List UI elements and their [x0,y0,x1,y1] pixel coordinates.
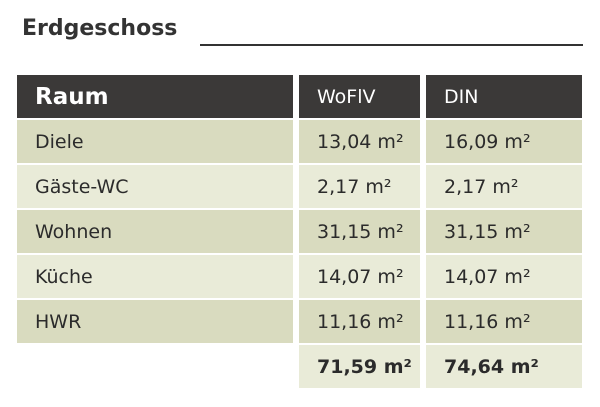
area-cell: 16,09 m² [426,120,582,163]
room-cell: Wohnen [17,210,293,253]
area-cell: 31,15 m² [299,210,420,253]
header-cell: DIN [426,75,582,118]
area-cell: 11,16 m² [426,300,582,343]
room-cell: Küche [17,255,293,298]
total-cell: 74,64 m² [426,345,582,388]
room-cell: Gäste-WC [17,165,293,208]
area-cell: 13,04 m² [299,120,420,163]
area-cell: 14,07 m² [299,255,420,298]
area-cell: 2,17 m² [299,165,420,208]
section-title: Erdgeschoss [22,16,178,41]
area-cell: 11,16 m² [299,300,420,343]
title-rule [200,44,583,46]
room-cell: Diele [17,120,293,163]
header-cell: Raum [17,75,293,118]
area-cell: 2,17 m² [426,165,582,208]
area-cell: 14,07 m² [426,255,582,298]
area-cell: 31,15 m² [426,210,582,253]
header-cell: WoFlV [299,75,420,118]
total-cell: 71,59 m² [299,345,420,388]
room-cell: HWR [17,300,293,343]
